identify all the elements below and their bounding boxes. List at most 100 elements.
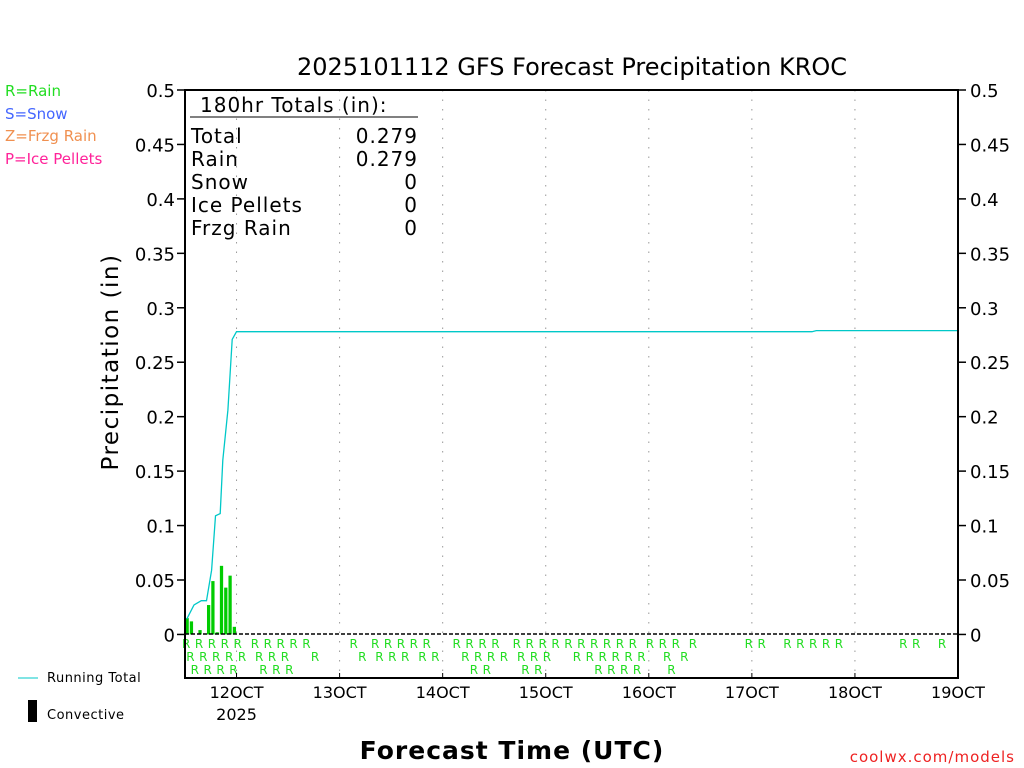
rain-marker: R	[938, 637, 946, 651]
rain-marker: R	[543, 650, 551, 664]
rain-marker: R	[251, 637, 259, 651]
rain-marker: R	[384, 637, 392, 651]
rain-marker: R	[603, 637, 611, 651]
convective-bar	[189, 621, 194, 635]
totals-table: Total 0.279 Rain 0.279 Snow 0 Ice Pellets 0 Frzg…	[190, 124, 418, 240]
convective-bar	[185, 618, 189, 635]
rain-marker: R	[186, 650, 194, 664]
rain-marker: R	[620, 663, 628, 677]
x-tick-label: 17OCT	[725, 683, 779, 702]
rain-marker: R	[599, 650, 607, 664]
y-tick-label-right: 0.5	[970, 81, 999, 102]
rain-marker: R	[311, 650, 319, 664]
rain-marker: R	[616, 637, 624, 651]
rain-marker: R	[474, 650, 482, 664]
y-tick-label-right: 0	[970, 625, 981, 646]
rain-marker: R	[637, 650, 645, 664]
plot-frame	[184, 89, 959, 679]
totals-value: 0.279	[356, 124, 418, 148]
y-tick-label-left: 0.2	[146, 408, 175, 429]
y-tick-label-right: 0.35	[970, 244, 1010, 265]
legend-frzg: Z=Frzg Rain	[5, 127, 97, 145]
chart-title: 2025101112 GFS Forecast Precipitation KR…	[297, 53, 847, 81]
rain-marker: R	[521, 663, 529, 677]
rain-marker: R	[534, 663, 542, 677]
y-tick-label-left: 0.25	[135, 353, 175, 374]
rain-marker: R	[607, 663, 615, 677]
y-tick-label-right: 0.25	[970, 353, 1010, 374]
rain-marker: R	[431, 650, 439, 664]
rain-marker: R	[835, 637, 843, 651]
convective-bar	[232, 626, 237, 635]
rain-marker: R	[221, 637, 229, 651]
x-tick-label: 13OCT	[313, 683, 367, 702]
y-axis-label: Precipitation (in)	[98, 254, 124, 471]
legend-ice: P=Ice Pellets	[5, 150, 102, 168]
rain-marker: R	[199, 650, 207, 664]
x-tick-label: 16OCT	[622, 683, 676, 702]
rain-marker: R	[268, 650, 276, 664]
y-tick-label-left: 0.35	[135, 244, 175, 265]
rain-marker: R	[483, 663, 491, 677]
rain-marker: R	[745, 637, 753, 651]
rain-marker: R	[633, 663, 641, 677]
rain-marker: R	[646, 637, 654, 651]
convective-bar	[198, 630, 202, 635]
rain-marker: R	[912, 637, 920, 651]
convective-bar	[224, 587, 228, 635]
x-tick-label: 12OCT	[210, 683, 264, 702]
totals-value: 0	[404, 216, 418, 240]
totals-value: 0	[404, 170, 418, 194]
rain-marker: R	[238, 650, 246, 664]
rain-marker: R	[822, 637, 830, 651]
rain-marker: R	[551, 637, 559, 651]
y-tick-label-right: 0.1	[970, 517, 999, 538]
y-tick-label-left: 0.45	[135, 135, 175, 156]
rain-marker: R	[663, 650, 671, 664]
rain-marker: R	[577, 637, 585, 651]
rain-marker: R	[371, 637, 379, 651]
rain-marker: R	[410, 637, 418, 651]
rain-marker: R	[289, 637, 297, 651]
y-tick-label-right: 0.2	[970, 408, 999, 429]
convective-bar	[219, 565, 224, 635]
rain-marker: R	[453, 637, 461, 651]
y-tick-label-left: 0.15	[135, 462, 175, 483]
x-tick-label: 15OCT	[519, 683, 573, 702]
rain-marker: R	[259, 663, 267, 677]
rain-marker: R	[470, 663, 478, 677]
rain-marker: R	[302, 637, 310, 651]
rain-marker: R	[564, 637, 572, 651]
rain-marker: R	[281, 650, 289, 664]
credit-text: coolwx.com/models	[850, 748, 1015, 766]
y-tick-label-right: 0.4	[970, 190, 999, 211]
rain-marker: R	[349, 637, 357, 651]
x-tick-sublabel: 2025	[216, 705, 257, 724]
rain-marker: R	[590, 637, 598, 651]
legend-running-total: Running Total	[47, 671, 141, 686]
rain-marker: R	[397, 637, 405, 651]
rain-marker: R	[624, 650, 632, 664]
y-tick-label-left: 0.05	[135, 571, 175, 592]
y-tick-label-left: 0.4	[146, 190, 175, 211]
rain-marker: R	[465, 637, 473, 651]
rain-marker: R	[203, 663, 211, 677]
rain-marker: R	[208, 637, 216, 651]
legend-snow: S=Snow	[5, 105, 68, 123]
rain-marker: R	[757, 637, 765, 651]
rain-marker: R	[659, 637, 667, 651]
rain-marker: R	[526, 637, 534, 651]
rain-marker: R	[285, 663, 293, 677]
totals-value: 0	[404, 193, 418, 217]
convective-bar	[206, 605, 211, 635]
rain-marker: R	[500, 650, 508, 664]
rain-marker: R	[229, 663, 237, 677]
rain-marker: R	[255, 650, 263, 664]
rain-marker: R	[689, 637, 697, 651]
rain-marker: R	[358, 650, 366, 664]
convective-bars	[185, 565, 237, 635]
rain-marker: R	[216, 663, 224, 677]
rain-marker: R	[680, 650, 688, 664]
y-tick-label-right: 0.45	[970, 135, 1010, 156]
